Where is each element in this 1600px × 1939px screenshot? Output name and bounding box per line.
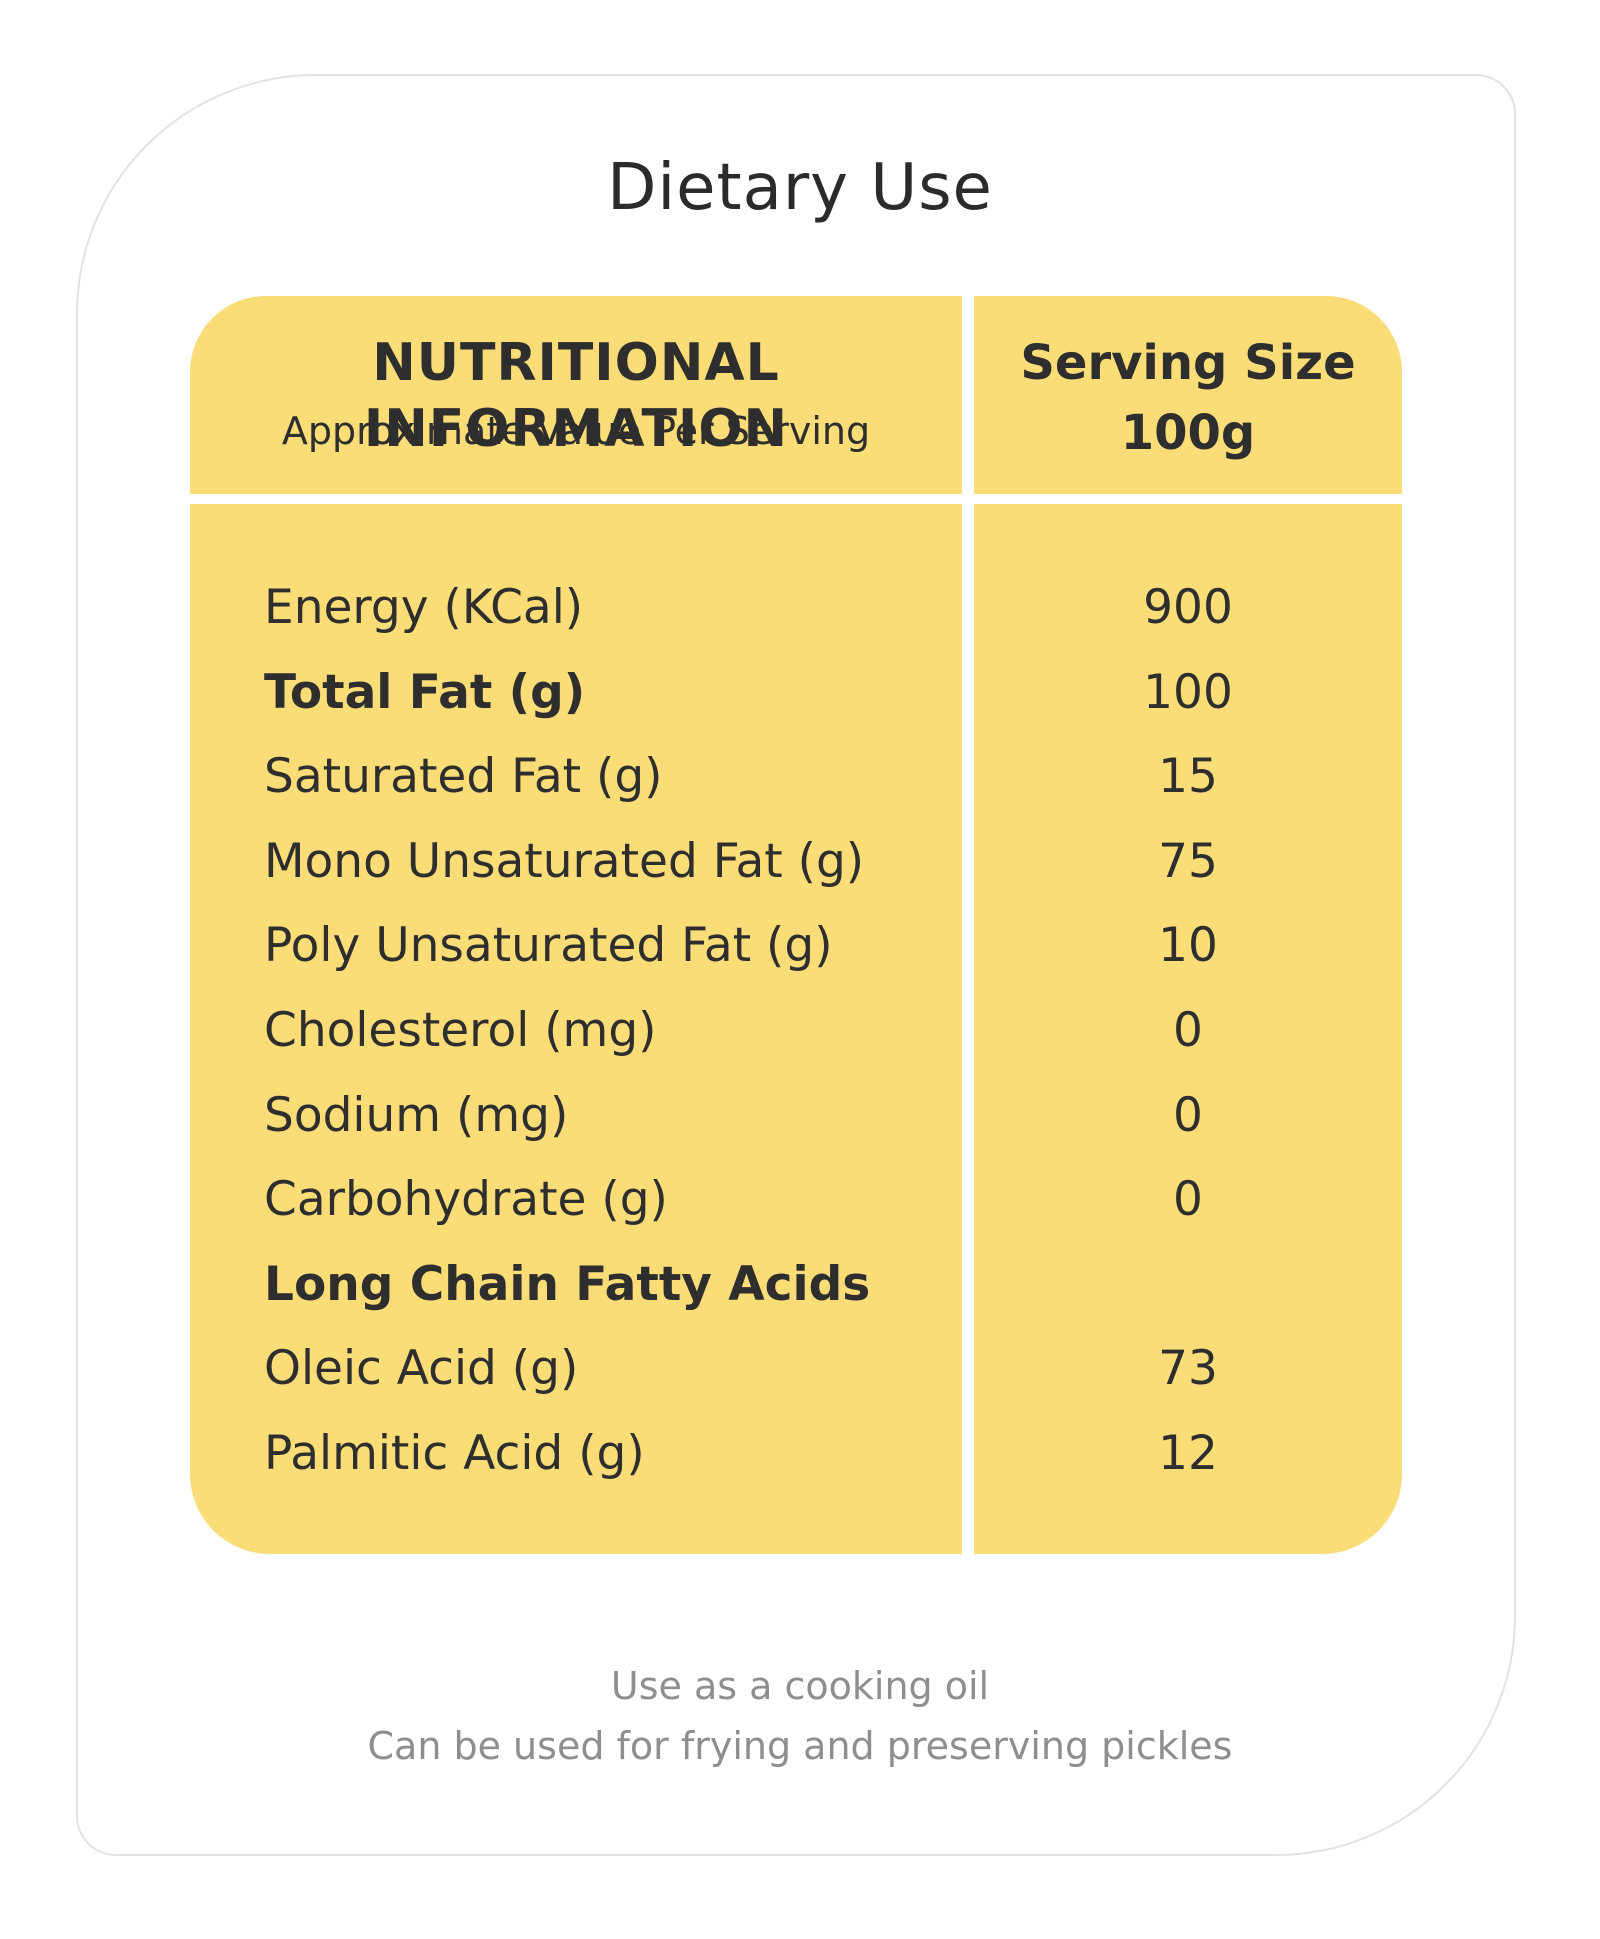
nutrient-label: Saturated Fat (g) xyxy=(264,749,663,805)
nutrition-subheading: Approximate Value Per Serving xyxy=(281,409,871,453)
serving-size-label: Serving Size xyxy=(1020,335,1356,391)
page-title: Dietary Use xyxy=(607,151,993,225)
nutrient-value: 0 xyxy=(1173,1172,1203,1228)
nutrient-value: 0 xyxy=(1173,1002,1203,1058)
nutrient-value: 73 xyxy=(1158,1341,1218,1397)
usage-note-line: Can be used for frying and preserving pi… xyxy=(367,1724,1233,1768)
nutrient-value: 75 xyxy=(1158,833,1218,889)
nutrient-label: Total Fat (g) xyxy=(264,664,586,720)
nutrient-value: 15 xyxy=(1158,749,1218,805)
usage-notes: Use as a cooking oil Can be used for fry… xyxy=(0,1656,1600,1776)
nutrient-label: Oleic Acid (g) xyxy=(264,1341,579,1397)
nutrient-value xyxy=(974,1243,1402,1328)
header-left-panel: NUTRITIONAL INFORMATION Approximate Valu… xyxy=(190,296,962,494)
nutrient-label: Sodium (mg) xyxy=(264,1087,569,1143)
serving-size-value: 100g xyxy=(1120,405,1256,461)
nutrient-label: Poly Unsaturated Fat (g) xyxy=(264,918,833,974)
usage-note-line: Use as a cooking oil xyxy=(610,1664,990,1708)
header-right-panel: Serving Size 100g xyxy=(974,296,1402,494)
nutrient-label: Energy (KCal) xyxy=(264,580,584,635)
nutrition-heading: NUTRITIONAL INFORMATION xyxy=(363,333,789,459)
nutrient-values-panel: 900 100 15 75 10 0 0 0 73 12 xyxy=(974,504,1402,1554)
nutrient-value-list: 900 100 15 75 10 0 0 0 73 12 xyxy=(974,566,1402,1497)
nutrient-label-list: Energy (KCal) Total Fat (g) Saturated Fa… xyxy=(264,566,870,1497)
nutrient-label: Long Chain Fatty Acids xyxy=(264,1256,871,1312)
nutrient-label: Palmitic Acid (g) xyxy=(264,1425,645,1481)
nutrient-value: 12 xyxy=(1158,1425,1218,1481)
nutrient-label: Mono Unsaturated Fat (g) xyxy=(264,833,865,889)
nutrient-labels-panel: Energy (KCal) Total Fat (g) Saturated Fa… xyxy=(190,504,962,1554)
nutrient-value: 0 xyxy=(1173,1087,1203,1143)
nutrient-label: Carbohydrate (g) xyxy=(264,1172,668,1228)
nutrient-value: 100 xyxy=(1143,664,1233,720)
nutrient-label: Cholesterol (mg) xyxy=(264,1002,657,1058)
nutrient-value: 900 xyxy=(1143,580,1233,635)
nutrient-value: 10 xyxy=(1158,918,1218,974)
